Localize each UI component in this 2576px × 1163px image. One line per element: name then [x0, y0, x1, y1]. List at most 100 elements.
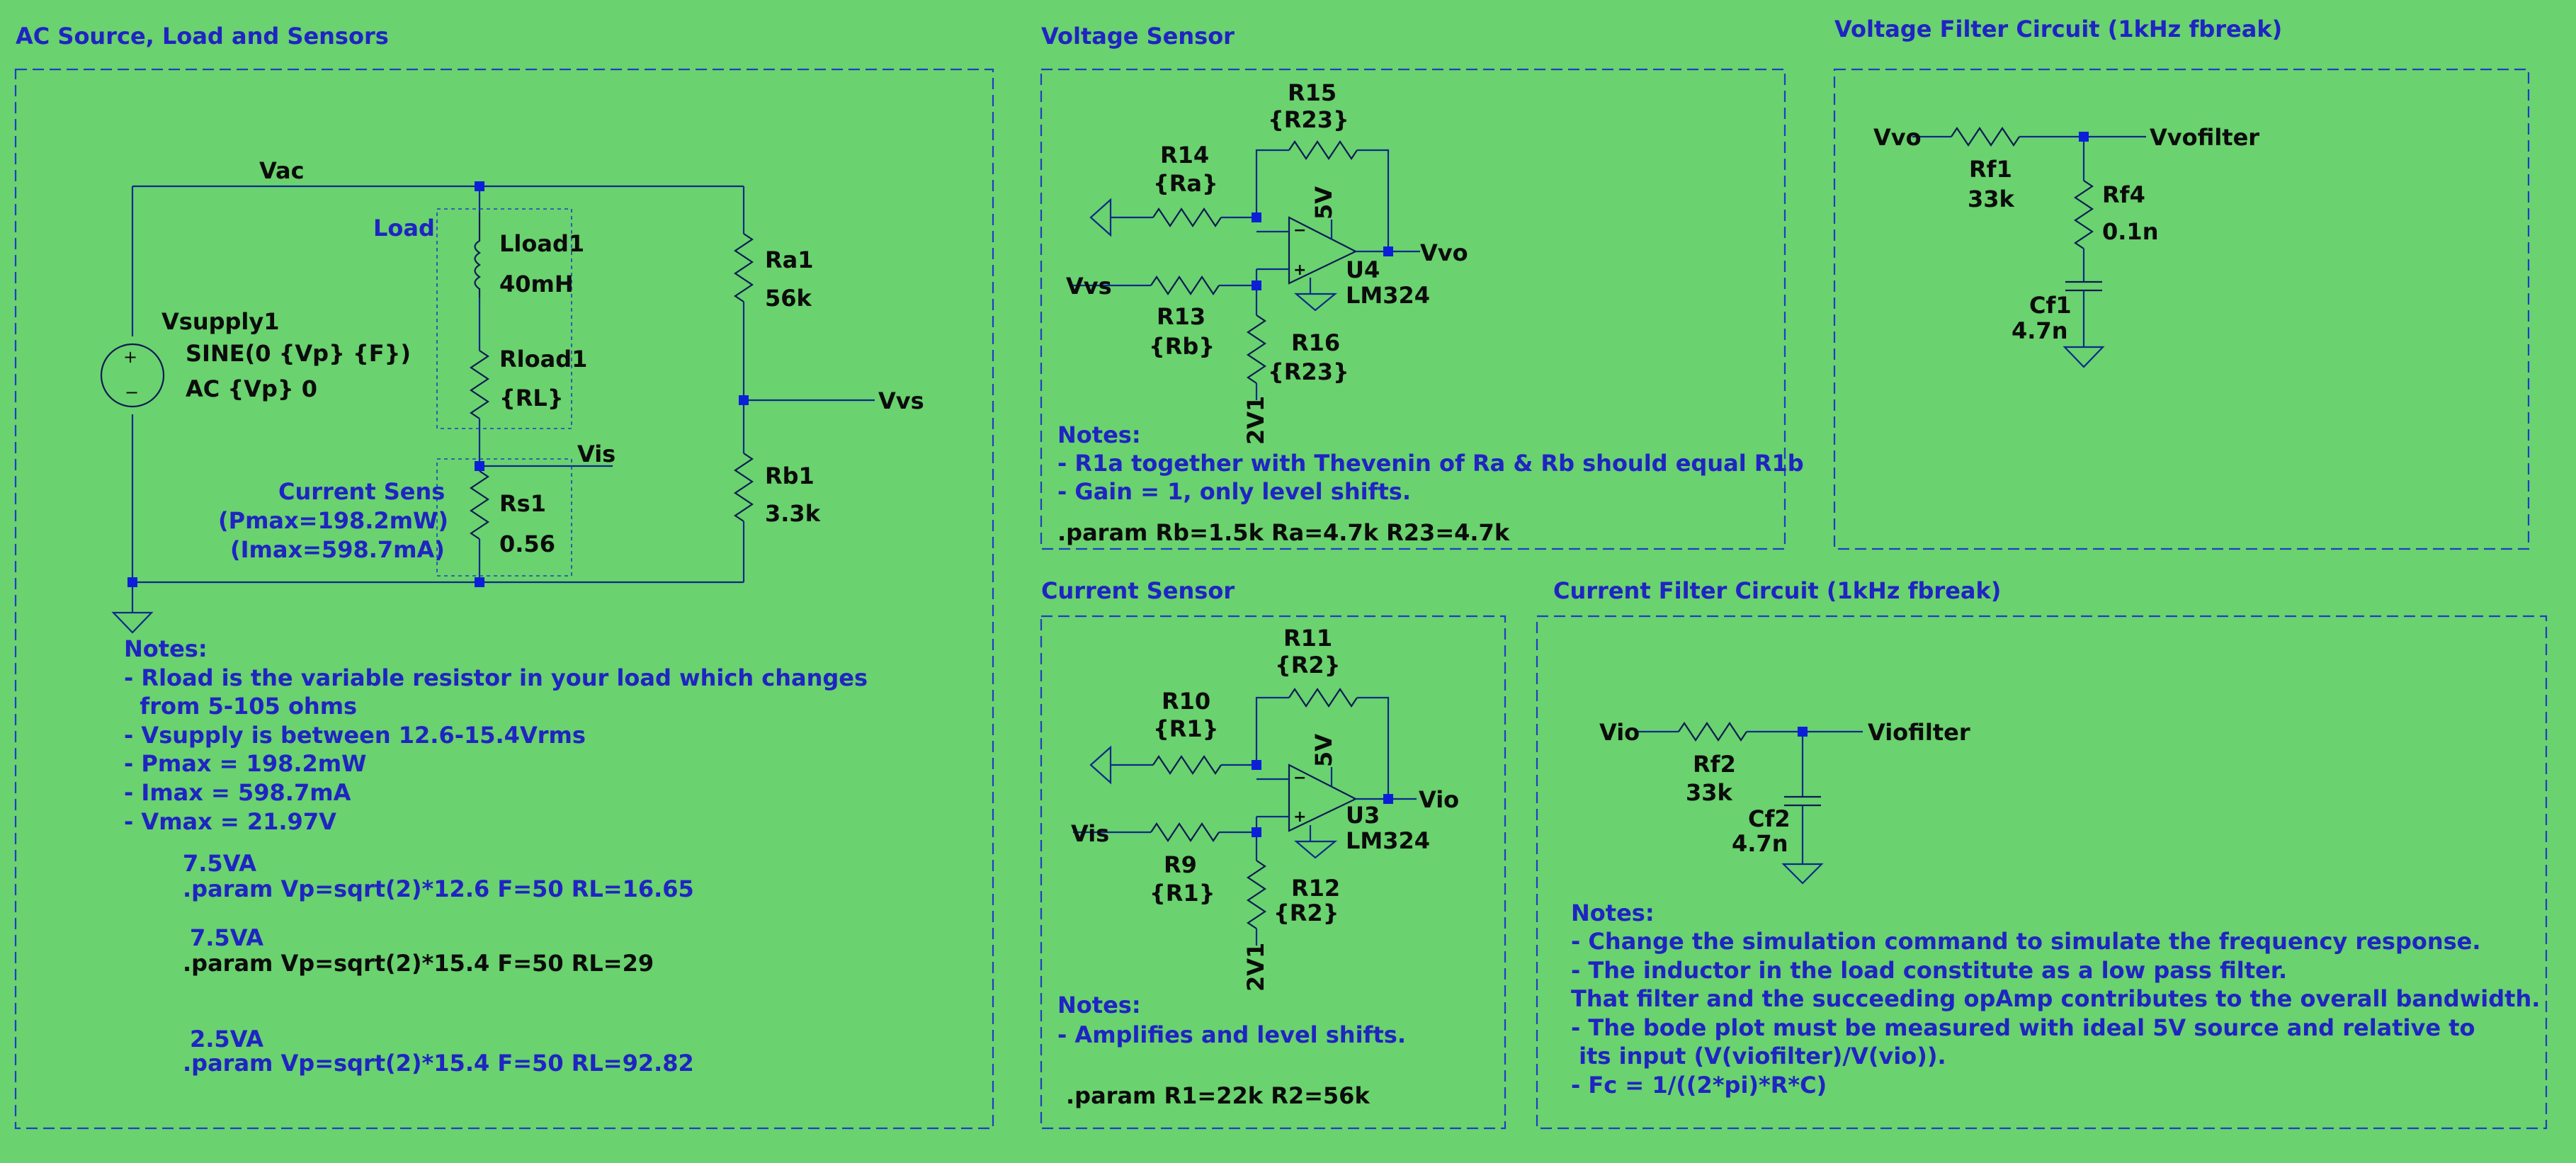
ground-icon — [1294, 840, 1338, 859]
frame-voltage-sensor — [1040, 68, 1786, 550]
resistor-rf4-icon — [2074, 180, 2094, 249]
resistor-r12-icon — [1247, 860, 1266, 929]
current-sensor-circuit: − + R11 {R2} R10 {R1} Vis R9 {R1} R12 {R… — [1057, 625, 1459, 1109]
opamp-u4-icon — [1288, 216, 1358, 285]
r10-value: {R1} — [1153, 715, 1218, 742]
lload-name: Lload1 — [499, 230, 584, 257]
svg-text:−: − — [1293, 769, 1306, 787]
rf1-value: 33k — [1968, 186, 2015, 212]
svg-text:+: + — [1293, 261, 1306, 279]
ifilter-note-line: - Change the simulation command to simul… — [1571, 928, 2481, 955]
param-label: 7.5VA — [190, 924, 263, 951]
current-sens-label: Current Sens — [278, 478, 445, 505]
param-label: 2.5VA — [190, 1026, 263, 1053]
r15-name: R15 — [1288, 79, 1337, 106]
resistor-rf1-icon — [1951, 127, 2020, 147]
vsupply-sine: SINE(0 {Vp} {F}) — [186, 340, 411, 367]
r11-name: R11 — [1283, 625, 1332, 652]
cf2-value: 4.7n — [1732, 830, 1788, 857]
net-label-vis: Vis — [1071, 820, 1109, 847]
resistor-r15-icon — [1288, 140, 1358, 160]
u3-name: U3 — [1346, 802, 1380, 829]
vsensor-notes-title: Notes: — [1057, 421, 1141, 448]
load-label: Load — [373, 215, 435, 242]
ac-circuit: + − Vac Vvs Vis Load Vsupply1 SINE(0 {Vp… — [100, 157, 924, 1077]
ground-icon — [1089, 745, 1112, 785]
resistor-rload-icon — [470, 350, 489, 419]
vsensor-param[interactable]: .param Rb=1.5k Ra=4.7k R23=4.7k — [1057, 519, 1510, 546]
ref-2v1-label: 2V1 — [1242, 396, 1269, 445]
ground-icon — [111, 611, 154, 634]
rb1-name: Rb1 — [765, 463, 815, 489]
isensor-notes-title: Notes: — [1057, 992, 1141, 1019]
voltage-filter-circuit: Vvo Vvofilter Rf1 33k Rf4 0.1n Cf1 4.7n — [1873, 124, 2259, 368]
param-command[interactable]: .param Vp=sqrt(2)*12.6 F=50 RL=16.65 — [183, 875, 694, 902]
vsupply-name: Vsupply1 — [161, 308, 280, 335]
r9-name: R9 — [1164, 851, 1197, 878]
resistor-r11-icon — [1288, 688, 1358, 708]
cf2-name: Cf2 — [1748, 805, 1791, 832]
net-label-vvo: Vvo — [1420, 239, 1468, 266]
vsensor-note-line: - R1a together with Thevenin of Ra & Rb … — [1057, 450, 1804, 477]
frame-ac — [14, 68, 994, 1130]
ifilter-notes-title: Notes: — [1571, 900, 1655, 926]
ifilter-note-line: That filter and the succeeding opAmp con… — [1571, 985, 2540, 1012]
net-label-vac: Vac — [259, 157, 305, 184]
ifilter-note-line: its input (V(viofilter)/V(vio)). — [1571, 1043, 1946, 1070]
ra1-value: 56k — [765, 285, 812, 312]
rs1-value: 0.56 — [499, 531, 555, 557]
inductor-icon — [474, 212, 482, 297]
resistor-rb1-icon — [734, 453, 754, 522]
isensor-param[interactable]: .param R1=22k R2=56k — [1066, 1082, 1370, 1109]
net-label-vio: Vio — [1419, 786, 1459, 813]
net-label-vio: Vio — [1599, 719, 1640, 746]
resistor-r10-icon — [1152, 755, 1222, 775]
resistor-ra1-icon — [734, 233, 754, 302]
current-sense-box — [436, 458, 572, 577]
capacitor-cf1-icon — [2065, 280, 2102, 292]
net-label-viofilter: Viofilter — [1868, 719, 1970, 746]
section-title-current-filter: Current Filter Circuit (1kHz fbreak) — [1553, 577, 2001, 604]
r10-name: R10 — [1162, 688, 1210, 715]
ac-note-line: from 5-105 ohms — [124, 693, 357, 720]
r11-value: {R2} — [1275, 652, 1340, 679]
net-label-vvo: Vvo — [1873, 124, 1922, 151]
ifilter-note-line: - The bode plot must be measured with id… — [1571, 1014, 2475, 1041]
r13-value: {Rb} — [1149, 333, 1215, 360]
opamp-u3-icon — [1288, 764, 1358, 832]
r12-name: R12 — [1291, 875, 1340, 902]
r14-name: R14 — [1160, 142, 1209, 169]
ground-icon — [2062, 346, 2105, 368]
frame-voltage-filter — [1833, 68, 2530, 550]
supply-5v-label: 5V — [1310, 734, 1337, 767]
rload-value: {RL} — [499, 385, 564, 412]
ac-note-line: - Rload is the variable resistor in your… — [124, 664, 868, 691]
resistor-r16-icon — [1247, 314, 1266, 384]
cf1-name: Cf1 — [2029, 292, 2072, 319]
u4-name: U4 — [1346, 256, 1380, 283]
r9-value: {R1} — [1150, 880, 1215, 907]
section-title-ac: AC Source, Load and Sensors — [16, 23, 389, 50]
r16-name: R16 — [1291, 329, 1340, 356]
net-label-vis: Vis — [577, 441, 615, 467]
rf4-name: Rf4 — [2102, 181, 2145, 208]
supply-5v-label: 5V — [1310, 186, 1337, 220]
rf1-name: Rf1 — [1969, 156, 2012, 183]
ifilter-note-line: - The inductor in the load constitute as… — [1571, 957, 2287, 984]
resistor-rf2-icon — [1678, 722, 1747, 742]
rf2-value: 33k — [1686, 779, 1733, 806]
voltage-sensor-circuit: − + R15 {R23} R14 {Ra} Vvs R13 {Rb} R16 … — [1057, 79, 1804, 546]
param-command[interactable]: .param Vp=sqrt(2)*15.4 F=50 RL=29 — [183, 950, 654, 977]
resistor-rs1-icon — [470, 470, 489, 540]
ra1-name: Ra1 — [765, 246, 814, 273]
u3-model: LM324 — [1346, 827, 1430, 854]
u4-model: LM324 — [1346, 282, 1430, 309]
param-command[interactable]: .param Vp=sqrt(2)*15.4 F=50 RL=92.82 — [183, 1050, 694, 1077]
ref-2v1-label: 2V1 — [1242, 943, 1269, 992]
net-label-vvs: Vvs — [1066, 273, 1112, 300]
section-title-voltage-filter: Voltage Filter Circuit (1kHz fbreak) — [1834, 16, 2282, 42]
current-filter-circuit: Vio Viofilter Rf2 33k Cf2 4.7n Notes: - … — [1571, 719, 2540, 1099]
ground-icon — [1089, 198, 1112, 237]
net-label-vvofilter: Vvofilter — [2150, 124, 2259, 151]
